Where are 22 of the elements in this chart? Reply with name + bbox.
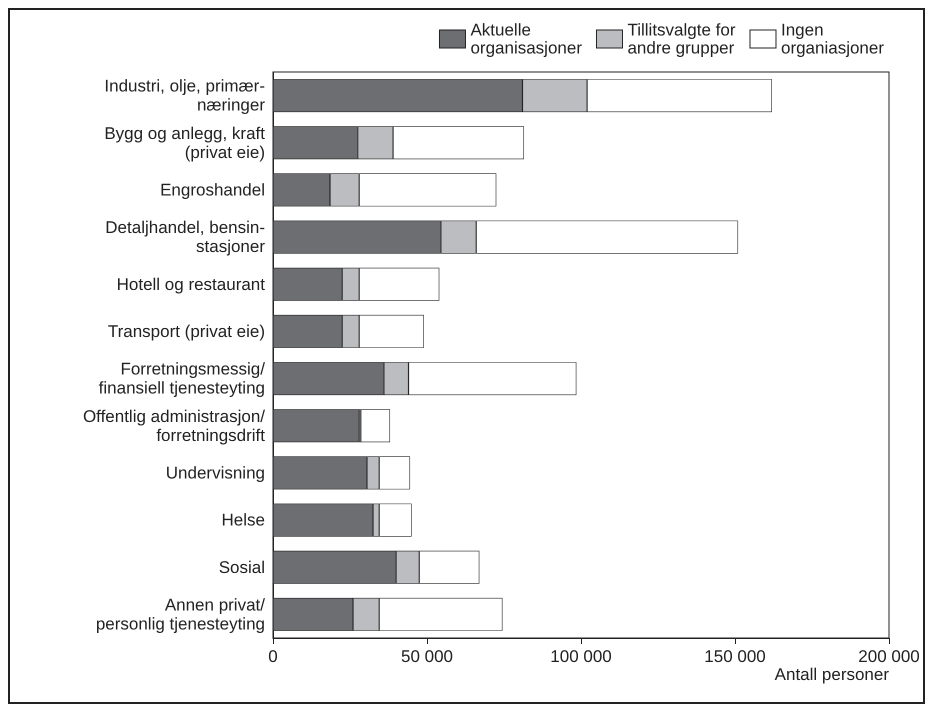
y-tick-label: Hotell og restaurant [116, 274, 266, 294]
y-tick-label: Engroshandel [160, 180, 265, 200]
y-tick-label: Detaljhandel, bensin- stasjoner [105, 218, 266, 256]
x-tick-label: 0 [268, 647, 278, 666]
y-tick-label: Helse [222, 510, 265, 530]
y-tick-label: Undervisning [166, 463, 265, 482]
legend-label: Ingen organiasjoner [780, 20, 884, 58]
y-tick-label: Sosial [218, 558, 265, 577]
legend-label: Aktuelle organisasjoner [470, 20, 582, 58]
y-tick-label: Annen privat/ personlig tjenesteyting [96, 595, 266, 634]
legend-label: Tillitsvalgte for andre grupper [627, 20, 736, 58]
bar [360, 409, 390, 442]
x-tick-label: 100 000 [550, 647, 612, 666]
y-tick-label: Industri, olje, primær- næringer [104, 76, 266, 115]
y-tick-label: Bygg og anlegg, kraft (privat eie) [104, 124, 266, 162]
x-axis-title: Antall personer [774, 665, 890, 684]
x-tick-label: 50 000 [401, 647, 453, 666]
y-tick-label: Transport (privat eie) [108, 322, 265, 341]
x-tick-label: 150 000 [704, 647, 766, 666]
x-tick-label: 200 000 [858, 647, 920, 666]
y-tick-label: Offentlig administrasjon/ forretningsdrift [82, 406, 266, 445]
y-tick-label: Forretningsmessig/ finansiell tjenesteyting [98, 360, 266, 398]
